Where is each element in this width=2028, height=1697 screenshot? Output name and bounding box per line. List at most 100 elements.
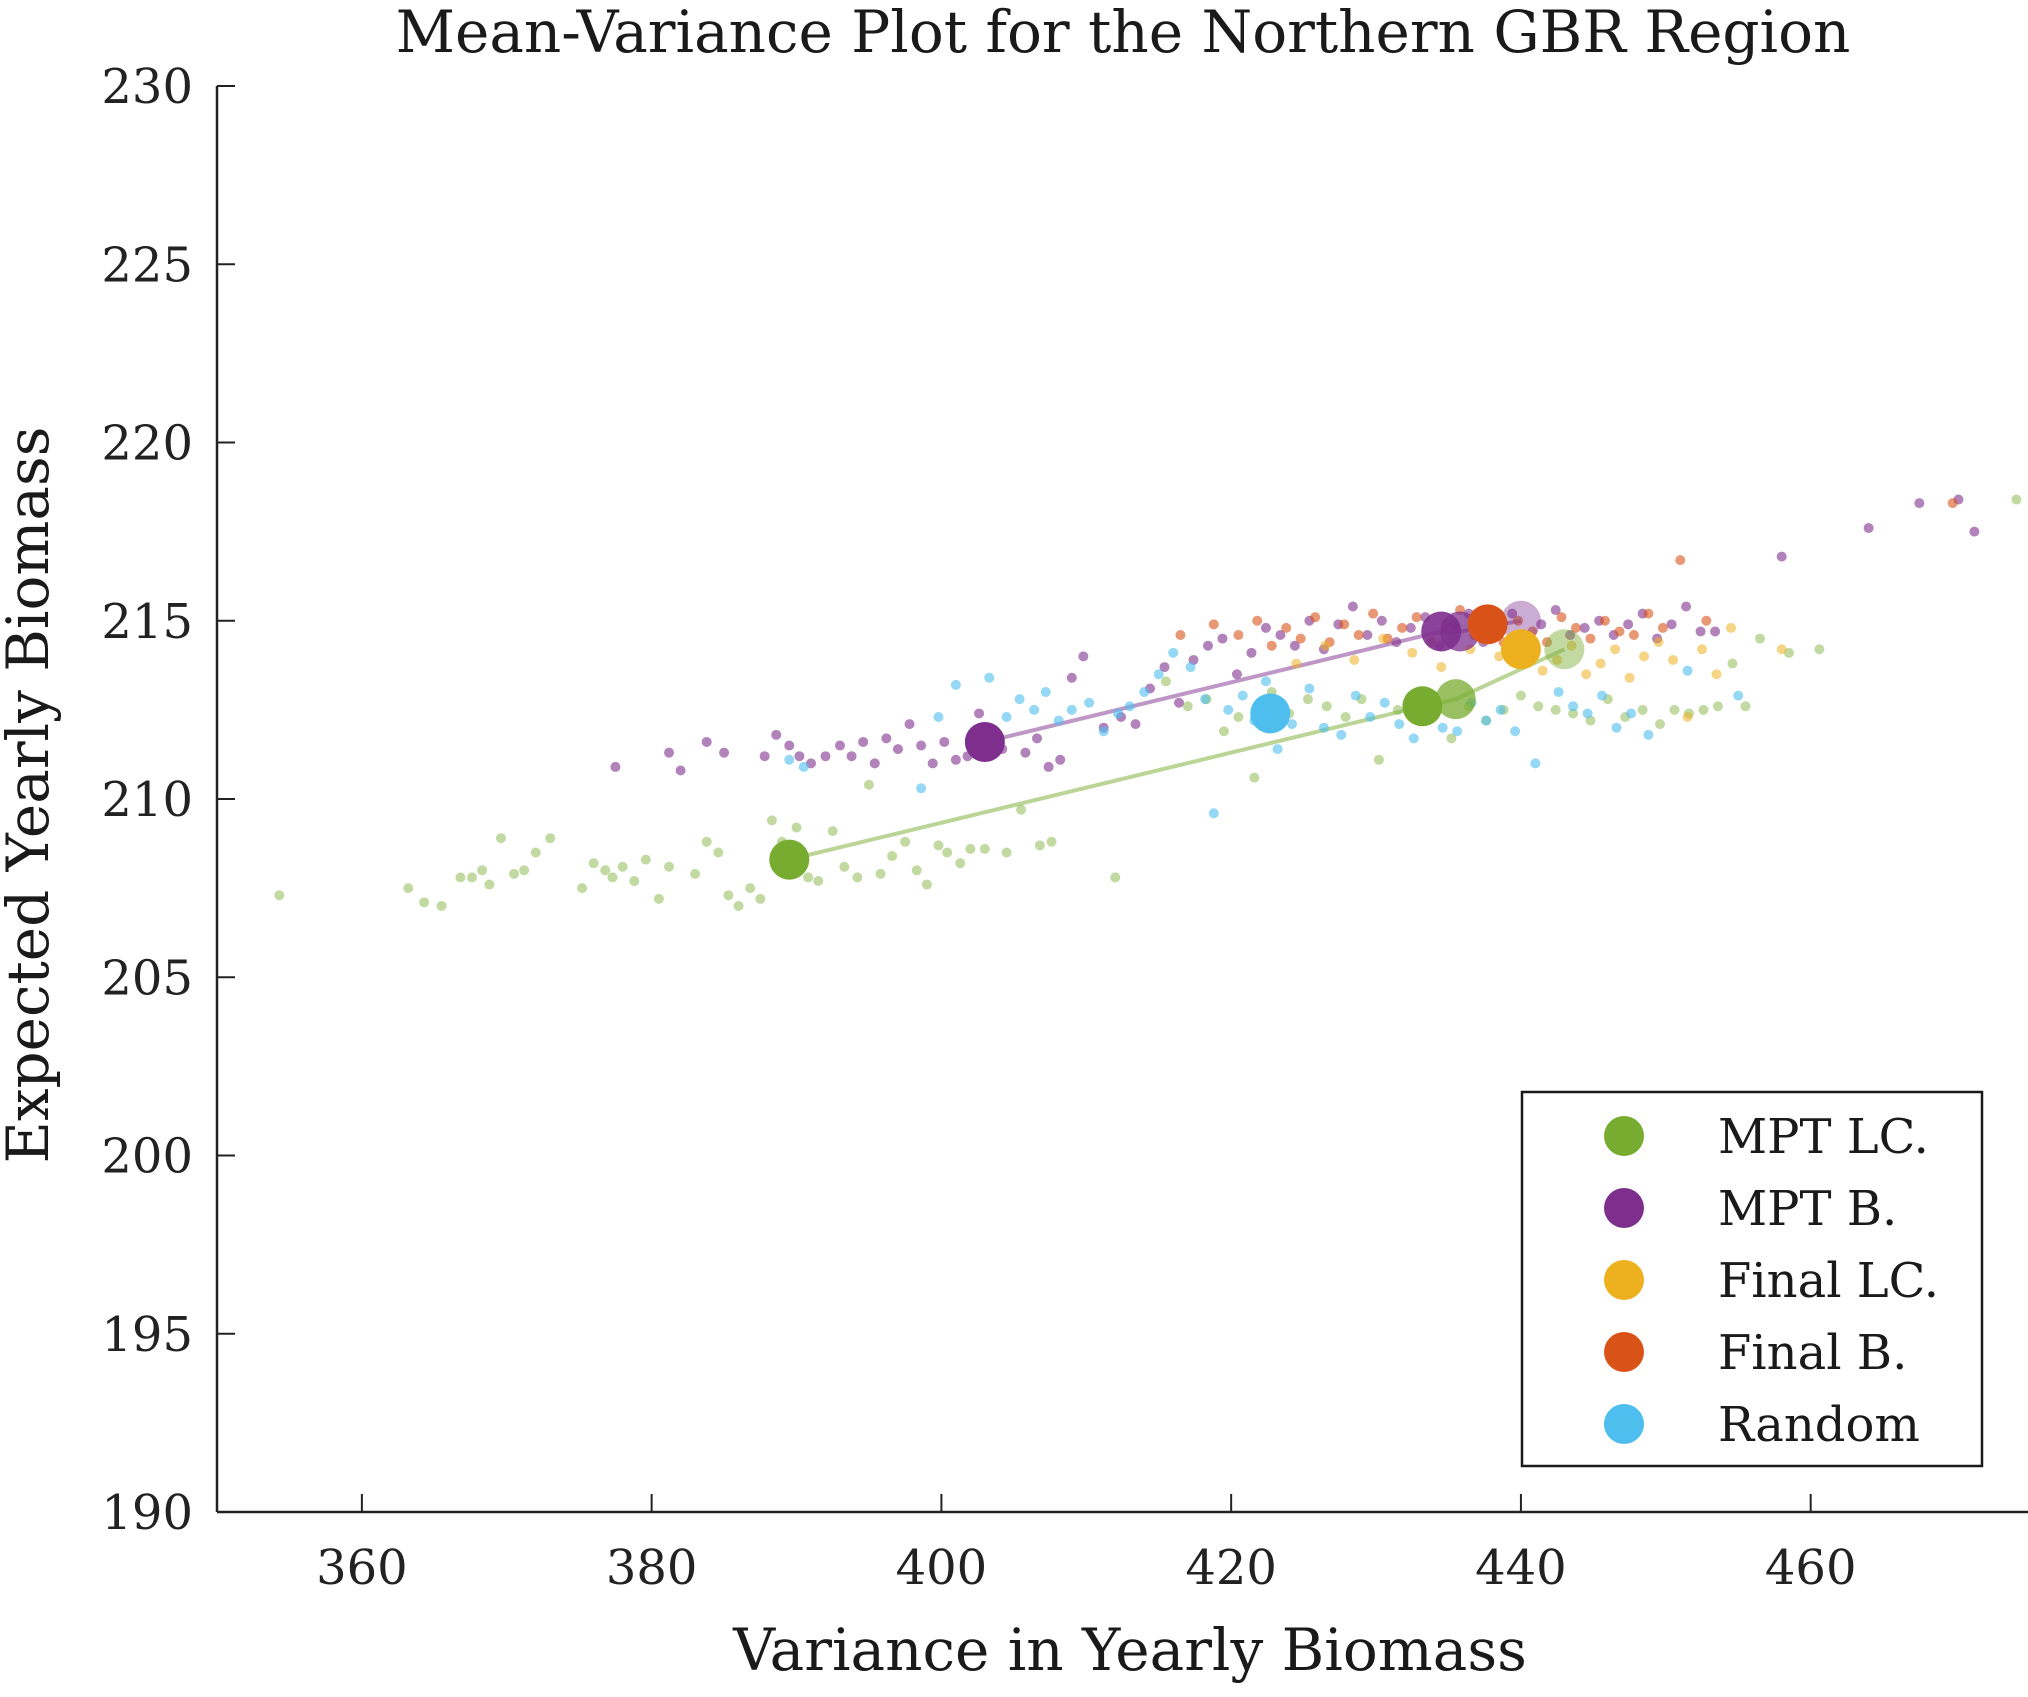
y-tick-label: 195 [101,1307,193,1363]
scatter-point [813,875,824,886]
scatter-point [1568,708,1579,719]
scatter-point [1237,690,1248,701]
scatter-point [1001,847,1012,858]
scatter-point [1124,701,1135,712]
scatter-point [1510,726,1521,737]
scatter-point [1340,712,1351,723]
scatter-point [1160,676,1171,687]
scatter-point [1595,658,1606,669]
scatter-point [607,872,618,883]
scatter-point [1814,644,1825,655]
scatter-point [530,847,541,858]
scatter-point [653,893,664,904]
scatter-point [1597,690,1608,701]
legend-label: MPT B. [1718,1181,1897,1237]
scatter-point [1339,619,1350,630]
scatter-point [827,826,838,837]
scatter-point [1260,622,1271,633]
scatter-point [1481,715,1492,726]
highlight-point [1402,686,1443,727]
scatter-point [1020,747,1031,758]
scatter-point [1643,608,1654,619]
x-tick-label: 440 [1475,1540,1567,1596]
scatter-point [1552,654,1563,665]
scatter-point [419,897,430,908]
scatter-point [1202,640,1213,651]
scatter-point [1289,640,1300,651]
legend: MPT LC. MPT B. Final LC. Final B. Random [1520,1090,1984,1468]
scatter-point [1697,644,1708,655]
highlight-point [1250,693,1291,734]
scatter-point [1034,840,1045,851]
scatter-point [1046,836,1057,847]
legend-marker [1604,1116,1644,1156]
scatter-point [1655,719,1666,730]
scatter-point [1320,640,1331,651]
scatter-point [1275,630,1286,641]
scatter-point [1695,626,1706,637]
scatter-point [1078,651,1089,662]
scatter-point [900,836,911,847]
scatter-point [939,736,950,747]
scatter-point [834,740,845,751]
legend-label: Final B. [1718,1325,1907,1381]
scatter-point [1168,647,1179,658]
scatter-point [1378,633,1389,644]
scatter-point [1411,612,1422,623]
scatter-point [881,733,892,744]
scatter-point [1291,658,1302,669]
scatter-point [1740,701,1751,712]
y-tick-label: 210 [101,772,193,828]
scatter-point [1110,872,1121,883]
scatter-point [1174,697,1185,708]
scatter-point [1541,637,1552,648]
scatter-point [1530,758,1541,769]
scatter-point [798,761,809,772]
scatter-point [1029,704,1040,715]
scatter-point [916,783,927,794]
scatter-point [950,754,961,765]
scatter-point [1066,704,1077,715]
scatter-point [911,865,922,876]
scatter-point [610,761,621,772]
chart-title: Mean-Variance Plot for the Northern GBR … [396,0,1851,66]
scatter-point [675,765,686,776]
scatter-point [745,883,756,894]
scatter-point [1032,733,1043,744]
scatter-point [927,758,938,769]
scatter-point [1639,651,1650,662]
highlight-point [1435,679,1476,720]
scatter-point [1260,676,1271,687]
scatter-point [1550,605,1561,616]
highlight-point [1544,629,1585,670]
highlight-point [1500,600,1541,641]
scatter-point [766,815,777,826]
scatter-point [690,868,701,879]
scatter-point [858,736,869,747]
scatter-point [1553,687,1564,698]
scatter-point [477,865,488,876]
scatter-point [274,890,285,901]
scatter-point [1653,637,1664,648]
scatter-point [484,879,495,890]
scatter-point [1368,608,1379,619]
scatter-point [713,847,724,858]
scatter-point [1507,608,1518,619]
scatter-point [664,861,675,872]
scatter-point [1310,612,1321,623]
scatter-point [979,843,990,854]
scatter-point [1675,555,1686,566]
scatter-point [577,883,588,894]
scatter-point [984,672,995,683]
scatter-point [1139,687,1150,698]
scatter-point [1446,733,1457,744]
scatter-point [1515,690,1526,701]
scatter-point [1579,622,1590,633]
scatter-point [1556,612,1567,623]
scatter-point [1302,694,1313,705]
scatter-point [1495,704,1506,715]
scatter-point [545,833,556,844]
scatter-point [723,890,734,901]
scatter-point [1682,712,1693,723]
scatter-point [495,833,506,844]
